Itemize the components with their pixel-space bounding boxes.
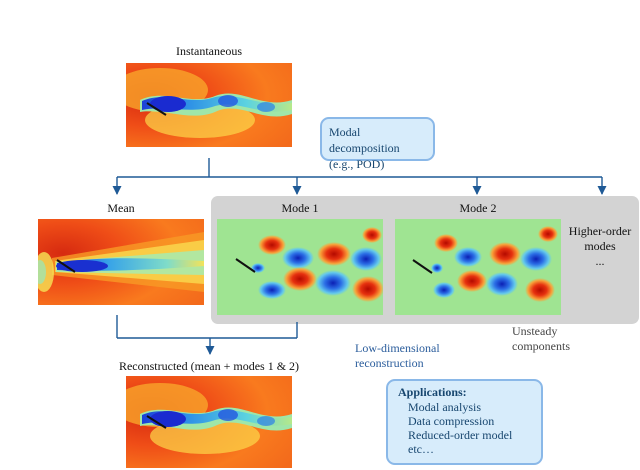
applications-callout: Applications: Modal analysis Data compre… bbox=[386, 379, 543, 465]
modal-callout-line2: (e.g., POD) bbox=[329, 157, 385, 171]
unsteady-components-note: Unsteady components bbox=[512, 324, 570, 354]
reconstruction-arrows bbox=[116, 315, 298, 355]
mode2-label: Mode 2 bbox=[459, 201, 497, 215]
reconstructed-label: Reconstructed (mean + modes 1 & 2) bbox=[118, 359, 300, 373]
mean-field-image bbox=[38, 219, 204, 305]
reconstruction-note-line1: Low-dimensional bbox=[355, 341, 440, 355]
mode1-label: Mode 1 bbox=[281, 201, 319, 215]
mode1-field-image bbox=[217, 219, 383, 315]
application-item: Data compression bbox=[408, 414, 495, 428]
applications-title: Applications: bbox=[398, 385, 467, 399]
application-item: Reduced-order model bbox=[408, 428, 513, 442]
instantaneous-label: Instantaneous bbox=[176, 44, 242, 58]
higher-order-modes-label: Higher-order modes ... bbox=[565, 224, 635, 269]
instantaneous-plate bbox=[146, 102, 167, 116]
mode2-field-image bbox=[395, 219, 561, 315]
reconstructed-field-image bbox=[126, 376, 292, 468]
higher-order-ellipsis: ... bbox=[595, 254, 605, 268]
application-item: etc… bbox=[408, 442, 434, 456]
mean-label: Mean bbox=[107, 201, 135, 215]
modal-callout-line1: Modal decomposition bbox=[329, 125, 400, 155]
mean-plate bbox=[56, 259, 76, 273]
mode2-plate bbox=[412, 259, 433, 274]
mode1-plate bbox=[235, 258, 256, 273]
unsteady-note-line1: Unsteady bbox=[512, 324, 558, 338]
higher-order-line2: modes bbox=[584, 239, 616, 253]
unsteady-note-line2: components bbox=[512, 339, 570, 353]
modal-decomposition-callout: Modal decomposition (e.g., POD) bbox=[320, 117, 435, 171]
application-item: Modal analysis bbox=[408, 400, 481, 414]
decomposition-arrows bbox=[112, 158, 607, 195]
reconstruction-note-line2: reconstruction bbox=[355, 356, 424, 370]
higher-order-line1: Higher-order bbox=[568, 224, 632, 238]
reconstructed-plate bbox=[146, 415, 167, 429]
reconstruction-note: Low-dimensional reconstruction bbox=[355, 341, 440, 371]
instantaneous-field-image bbox=[126, 63, 292, 147]
